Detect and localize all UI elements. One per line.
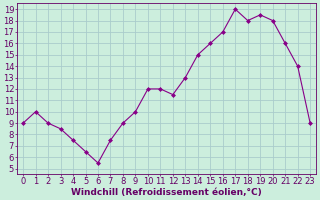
X-axis label: Windchill (Refroidissement éolien,°C): Windchill (Refroidissement éolien,°C) bbox=[71, 188, 262, 197]
